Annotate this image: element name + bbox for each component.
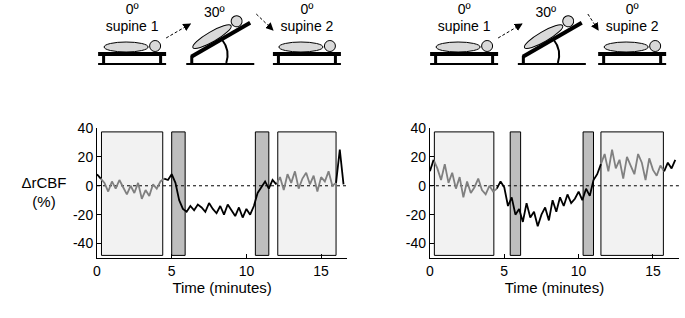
svg-text:40: 40 [78,120,94,136]
svg-text:0º: 0º [300,1,313,17]
svg-text:0: 0 [93,263,101,279]
svg-text:0º: 0º [126,1,139,17]
svg-text:-20: -20 [73,207,93,223]
svg-text:0º: 0º [626,1,639,17]
svg-text:supine 2: supine 2 [280,18,333,34]
svg-text:-40: -40 [406,235,426,251]
svg-text:supine 2: supine 2 [606,18,659,34]
svg-text:0: 0 [418,178,426,194]
svg-text:15: 15 [313,263,329,279]
svg-text:Time (minutes): Time (minutes) [505,279,604,296]
svg-text:10: 10 [571,263,587,279]
svg-text:20: 20 [78,149,94,165]
svg-text:0º: 0º [458,1,471,17]
svg-text:10: 10 [239,263,255,279]
svg-text:30º: 30º [204,4,225,20]
svg-text:0: 0 [85,178,93,194]
svg-text:40: 40 [411,120,427,136]
svg-text:supine 1: supine 1 [438,18,491,34]
svg-text:-40: -40 [73,235,93,251]
svg-text:ΔrCBF: ΔrCBF [21,174,66,191]
svg-text:0: 0 [426,263,434,279]
svg-text:20: 20 [411,149,427,165]
svg-text:supine 1: supine 1 [106,18,159,34]
svg-text:15: 15 [645,263,661,279]
svg-text:5: 5 [500,263,508,279]
svg-text:30º: 30º [536,4,557,20]
svg-text:5: 5 [168,263,176,279]
svg-text:Time (minutes): Time (minutes) [172,279,271,296]
svg-text:-20: -20 [406,207,426,223]
svg-text:(%): (%) [32,193,55,210]
